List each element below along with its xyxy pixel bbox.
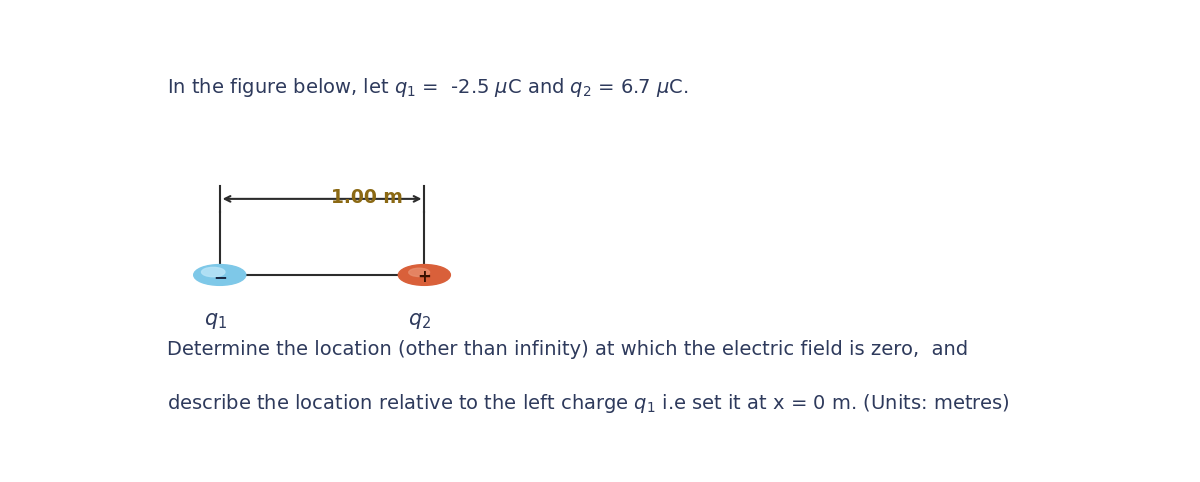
Text: $q_1$: $q_1$ [204, 311, 227, 331]
Text: +: + [418, 268, 431, 286]
Circle shape [398, 265, 450, 285]
Text: Determine the location (other than infinity) at which the electric field is zero: Determine the location (other than infin… [167, 340, 968, 359]
Text: $q_2$: $q_2$ [408, 311, 431, 331]
Circle shape [409, 268, 430, 277]
Text: −: − [212, 268, 227, 286]
Text: 1.00 m: 1.00 m [331, 187, 403, 206]
Text: In the figure below, let $q_1$ =  -2.5 $\mu$C and $q_2$ = 6.7 $\mu$C.: In the figure below, let $q_1$ = -2.5 $\… [167, 76, 688, 99]
Text: describe the location relative to the left charge $q_1$ i.e set it at x = 0 m. (: describe the location relative to the le… [167, 392, 1009, 415]
Circle shape [193, 265, 246, 285]
Circle shape [202, 268, 224, 277]
